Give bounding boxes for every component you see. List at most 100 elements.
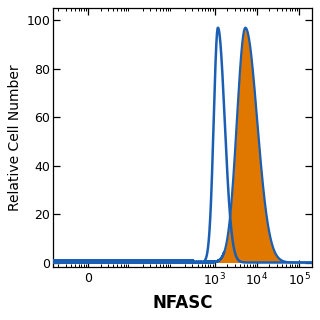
Point xyxy=(236,262,241,267)
Point xyxy=(294,262,299,267)
Point xyxy=(160,263,165,268)
Point xyxy=(158,262,163,267)
Point xyxy=(173,260,179,266)
Point xyxy=(249,262,254,267)
Point xyxy=(93,261,99,267)
Point xyxy=(89,261,94,267)
Point xyxy=(110,262,115,268)
Point xyxy=(170,262,175,267)
Point xyxy=(242,263,247,268)
Point xyxy=(159,261,164,266)
Point xyxy=(252,261,257,267)
Point xyxy=(176,262,181,268)
Point xyxy=(270,261,275,266)
Point xyxy=(106,261,111,266)
Point xyxy=(122,264,127,269)
Point xyxy=(192,263,197,268)
Point xyxy=(85,264,90,269)
Point xyxy=(111,263,116,268)
Point xyxy=(265,261,270,266)
Point xyxy=(293,260,299,266)
Point xyxy=(146,262,151,268)
Point xyxy=(221,264,226,269)
Point xyxy=(166,261,172,267)
Point xyxy=(173,261,178,266)
Point xyxy=(128,262,133,267)
Point xyxy=(65,263,70,268)
Point xyxy=(256,262,261,267)
Point xyxy=(186,264,191,269)
Y-axis label: Relative Cell Number: Relative Cell Number xyxy=(8,65,22,211)
Point xyxy=(300,263,305,268)
Point xyxy=(277,262,282,267)
Point xyxy=(57,261,62,266)
Point xyxy=(244,263,250,268)
Point xyxy=(84,263,90,268)
Point xyxy=(64,261,69,267)
Point xyxy=(104,264,109,269)
Point xyxy=(252,262,257,267)
Point xyxy=(169,261,174,267)
Point xyxy=(52,262,58,267)
Point xyxy=(61,263,66,268)
Point xyxy=(68,263,74,268)
Point xyxy=(285,261,290,266)
Point xyxy=(257,261,262,266)
Point xyxy=(199,260,204,266)
Point xyxy=(236,261,242,266)
Point xyxy=(142,261,147,266)
Point xyxy=(258,260,263,266)
Point xyxy=(149,261,154,266)
X-axis label: NFASC: NFASC xyxy=(152,294,213,312)
Point xyxy=(178,262,183,268)
Point xyxy=(97,264,102,269)
Point xyxy=(167,264,172,269)
Point xyxy=(238,261,243,266)
Point xyxy=(70,263,76,268)
Point xyxy=(186,263,191,268)
Point xyxy=(242,263,247,268)
Point xyxy=(186,264,191,269)
Point xyxy=(291,262,296,267)
Point xyxy=(157,262,163,267)
Point xyxy=(132,261,137,266)
Point xyxy=(147,262,152,267)
Point xyxy=(170,262,175,267)
Point xyxy=(125,263,130,268)
Point xyxy=(227,263,232,268)
Point xyxy=(131,263,136,268)
Point xyxy=(86,261,91,266)
Point xyxy=(134,262,140,267)
Point xyxy=(120,260,125,266)
Point xyxy=(221,262,226,267)
Point xyxy=(168,264,173,269)
Point xyxy=(226,264,231,269)
Point xyxy=(280,262,285,267)
Point xyxy=(206,261,211,266)
Point xyxy=(191,261,196,266)
Point xyxy=(161,264,166,269)
Point xyxy=(239,262,244,268)
Point xyxy=(224,264,229,269)
Point xyxy=(225,264,230,269)
Point xyxy=(85,263,90,268)
Point xyxy=(172,264,177,269)
Point xyxy=(204,264,209,269)
Point xyxy=(263,263,268,268)
Point xyxy=(110,264,115,269)
Point xyxy=(75,263,80,268)
Point xyxy=(261,262,266,267)
Point xyxy=(186,264,191,269)
Point xyxy=(286,261,291,267)
Point xyxy=(298,262,303,267)
Point xyxy=(180,262,185,267)
Point xyxy=(69,261,74,266)
Point xyxy=(247,264,252,269)
Point xyxy=(234,263,239,268)
Point xyxy=(208,264,213,269)
Point xyxy=(170,262,175,268)
Point xyxy=(51,264,56,269)
Point xyxy=(267,263,272,268)
Point xyxy=(180,263,185,268)
Point xyxy=(164,264,169,269)
